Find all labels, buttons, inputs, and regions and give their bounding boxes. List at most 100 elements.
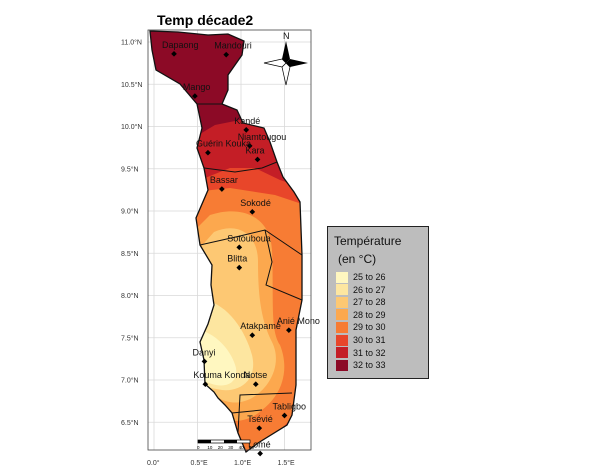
legend-swatch — [336, 309, 348, 321]
legend-label: 27 to 28 — [353, 297, 386, 308]
city-label: Atakpamé — [240, 321, 281, 331]
city-label: Tsévié — [247, 414, 273, 424]
lon-tick-label: 0.0° — [147, 459, 160, 467]
legend-swatch — [336, 284, 348, 296]
legend-item: 27 to 28 — [336, 296, 386, 308]
city-label: Notse — [244, 370, 268, 380]
city-label: Niamtougou — [238, 132, 287, 142]
city-marker: Anié Mono — [277, 316, 320, 333]
legend: Température (en °C) 25 to 26 26 to 27 27 t… — [327, 226, 429, 379]
legend-item: 31 to 32 — [336, 347, 386, 359]
city-marker: Kara — [246, 145, 265, 163]
city-point — [243, 127, 250, 133]
city-point — [246, 143, 253, 149]
map-title: Temp décade2 — [157, 12, 254, 28]
lon-tick-label: 0.5°E — [191, 459, 209, 467]
city-label: Lomé — [248, 440, 271, 450]
scale-bar-label: 30 — [228, 445, 234, 450]
lat-tick-label: 7.0°N — [121, 377, 139, 385]
lat-tick-label: 8.0°N — [121, 292, 139, 300]
lat-tick-label: 9.0°N — [121, 208, 139, 216]
city-marker: Tsévié — [247, 414, 273, 431]
city-point — [201, 358, 208, 365]
city-marker: Kandé — [234, 116, 260, 133]
legend-swatch — [336, 271, 348, 283]
axis-ticks: 11.0°N 10.5°N 10.0°N 9.5°N 9.0°N 8.5°N 8.0°N 7.… — [121, 39, 295, 468]
city-point — [192, 93, 198, 99]
city-marker: Blitta — [227, 254, 247, 271]
city-marker: Sokodé — [240, 198, 271, 215]
city-label: Blitta — [227, 254, 247, 264]
scale-bar-label: 0 — [197, 445, 200, 450]
legend-label: 26 to 27 — [353, 284, 386, 295]
scale-bar-label: 40 — [239, 445, 245, 450]
city-marker: Lomé — [248, 440, 271, 457]
city-point — [254, 156, 261, 163]
city-point — [257, 450, 263, 457]
legend-label: 28 to 29 — [353, 309, 386, 320]
city-point — [281, 412, 288, 419]
city-label: Sotouboua — [227, 233, 271, 243]
legend-item: 26 to 27 — [336, 284, 386, 296]
city-point — [202, 381, 209, 388]
city-label: Tabligbo — [273, 401, 307, 411]
city-label: Bassar — [210, 175, 238, 185]
city-point — [249, 209, 256, 215]
scale-bar-label: 10 — [207, 445, 213, 450]
city-point — [236, 244, 243, 251]
scale-bar: 0 10 20 30 40 60 — [197, 439, 255, 450]
legend-label: 25 to 26 — [353, 272, 386, 282]
city-point — [236, 264, 243, 271]
city-label: Anié Mono — [277, 316, 320, 326]
city-label: Danyi — [192, 347, 215, 357]
city-marker: Bassar — [210, 175, 238, 192]
lat-tick-label: 10.5°N — [121, 81, 142, 89]
legend-item: 28 to 29 — [336, 309, 386, 321]
legend-swatch — [336, 347, 348, 359]
lat-tick-label: 11.0°N — [121, 39, 142, 47]
map-frame — [147, 29, 312, 451]
legend-item: 29 to 30 — [336, 321, 386, 333]
legend-swatch — [336, 359, 348, 371]
scale-bar-label: 60 — [249, 445, 255, 450]
lat-tick-label: 10.0°N — [121, 123, 142, 131]
city-marker: Danyi — [192, 347, 215, 365]
city-label: Kandé — [234, 116, 260, 126]
city-label: Kouma Konda — [193, 370, 250, 380]
lat-tick-label: 9.5°N — [121, 165, 139, 173]
city-label: Guérin Kouka — [196, 139, 251, 149]
city-marker: Tabligbo — [273, 401, 307, 419]
city-marker: Niamtougou — [238, 132, 287, 149]
legend-swatch — [336, 296, 348, 308]
legend-item: 30 to 31 — [336, 334, 386, 346]
city-marker: Kouma Konda — [193, 370, 250, 388]
city-label: Sokodé — [240, 198, 271, 208]
lat-tick-label: 7.5°N — [121, 334, 139, 342]
city-marker: Atakpamé — [240, 321, 281, 339]
north-label: N — [283, 31, 290, 41]
city-point — [219, 186, 225, 192]
scale-bar-label: 20 — [218, 445, 224, 450]
lat-tick-label: 6.5°N — [121, 419, 139, 427]
region-boundaries — [149, 30, 303, 454]
city-marker: Guérin Kouka — [196, 139, 251, 156]
lat-tick-label: 8.5°N — [121, 250, 139, 258]
city-point — [256, 425, 263, 431]
city-point — [249, 332, 256, 339]
city-marker: Sotouboua — [227, 233, 271, 251]
city-marker: Notse — [244, 370, 268, 388]
city-point — [205, 149, 211, 156]
legend-swatch — [336, 321, 348, 333]
north-arrow-icon: N — [263, 31, 308, 86]
legend-unit: (en °C) — [338, 252, 377, 266]
city-label: Dapaong — [162, 40, 199, 50]
legend-label: 30 to 31 — [353, 335, 386, 345]
city-point — [252, 381, 259, 388]
legend-title: Température — [334, 234, 402, 248]
legend-item: 32 to 33 — [336, 359, 386, 371]
zone-25-26 — [200, 330, 237, 386]
legend-swatch — [336, 334, 348, 346]
city-markers: Dapaong Mandouri Mango Kandé NiamtougouGuéri… — [162, 40, 320, 457]
legend-item: 25 to 26 — [336, 271, 386, 283]
